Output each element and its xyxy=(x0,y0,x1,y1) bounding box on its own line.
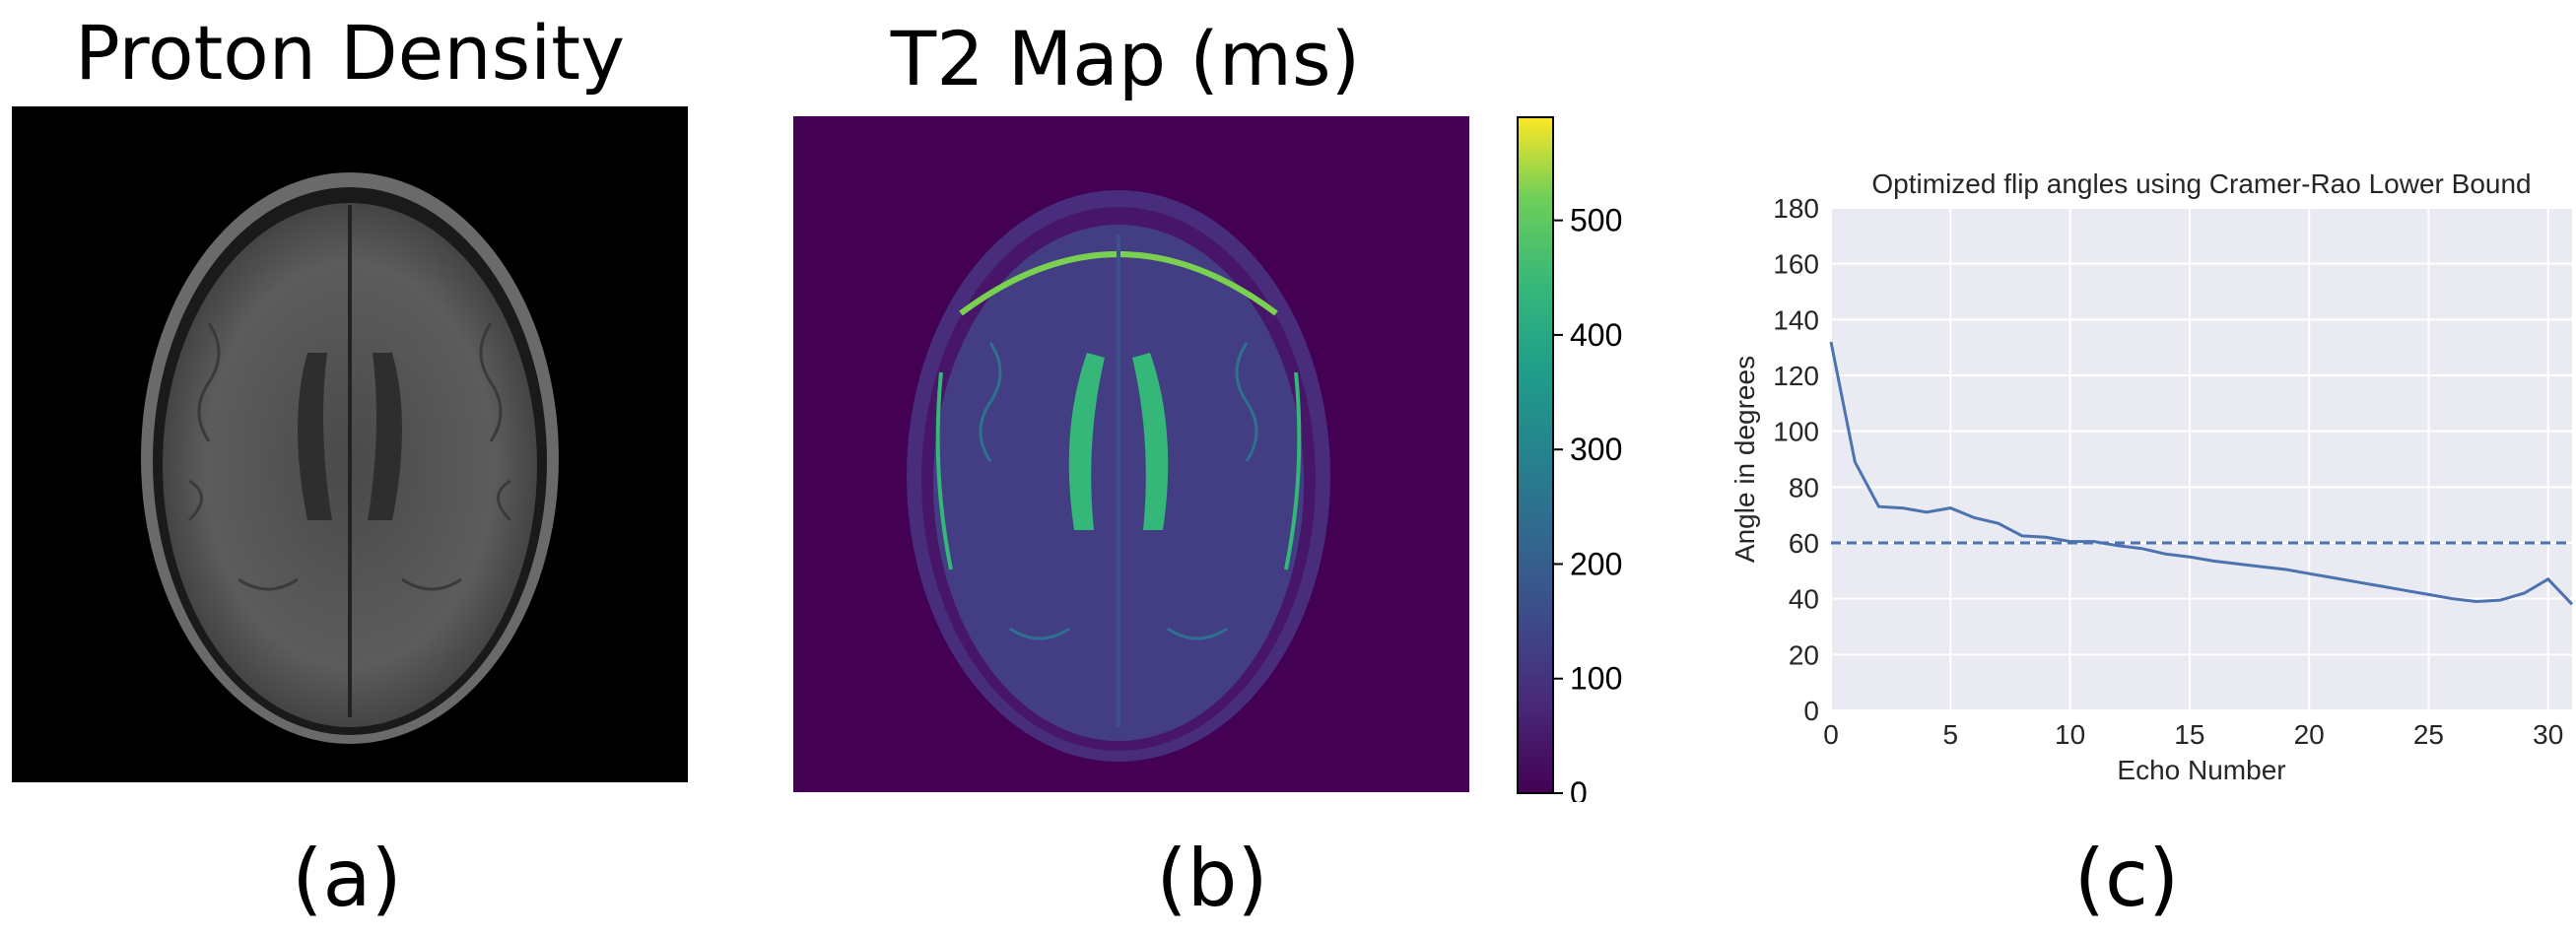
panel-b-label: (b) xyxy=(1156,833,1268,924)
x-tick-label: 5 xyxy=(1943,719,1959,750)
y-tick-label: 160 xyxy=(1773,249,1819,280)
x-tick-label: 20 xyxy=(2294,719,2325,750)
y-axis-label: Angle in degrees xyxy=(1729,356,1760,563)
x-tick-label: 15 xyxy=(2174,719,2204,750)
t2-colorbar: 0 100 200 300 400 500 xyxy=(1517,116,1622,802)
chart-title: Optimized flip angles using Cramer-Rao L… xyxy=(1871,168,2531,199)
colorbar-tick-label: 100 xyxy=(1570,661,1622,697)
y-tick-label: 60 xyxy=(1789,528,1819,559)
y-tick-label: 0 xyxy=(1803,696,1819,726)
y-tick-label: 80 xyxy=(1789,472,1819,502)
proton-density-title: Proton Density xyxy=(74,9,626,97)
panel-c-label: (c) xyxy=(2073,833,2180,924)
flip-angle-series-line xyxy=(1829,341,2574,606)
y-tick-label: 20 xyxy=(1789,639,1819,670)
y-tick-label: 120 xyxy=(1773,361,1819,391)
x-axis-label: Echo Number xyxy=(2117,755,2285,785)
colorbar-tick-label: 300 xyxy=(1570,432,1622,467)
y-tick-label: 100 xyxy=(1773,417,1819,447)
plot-area xyxy=(1831,208,2572,710)
y-tick-label: 40 xyxy=(1789,584,1819,615)
proton-density-image xyxy=(12,106,688,782)
y-tick-label: 140 xyxy=(1773,304,1819,335)
t2-map-image xyxy=(793,116,1469,792)
x-tick-label: 10 xyxy=(2055,719,2085,750)
x-tick-label: 0 xyxy=(1823,719,1839,750)
t2-map-title: T2 Map (ms) xyxy=(890,15,1361,102)
colorbar-tick-label: 400 xyxy=(1570,317,1622,353)
panel-a-label: (a) xyxy=(292,833,402,924)
colorbar-tick-label: 500 xyxy=(1570,203,1622,238)
colorbar-tick-label: 0 xyxy=(1570,775,1588,802)
x-tick-label: 25 xyxy=(2413,719,2444,750)
x-tick-label: 30 xyxy=(2533,719,2563,750)
colorbar-tick-label: 200 xyxy=(1570,546,1622,581)
flip-angle-chart: 0 5 10 15 20 25 30 0 20 40 60 80 100 120 140 160 180 Op… xyxy=(1729,168,2574,785)
y-tick-label: 180 xyxy=(1773,193,1819,224)
